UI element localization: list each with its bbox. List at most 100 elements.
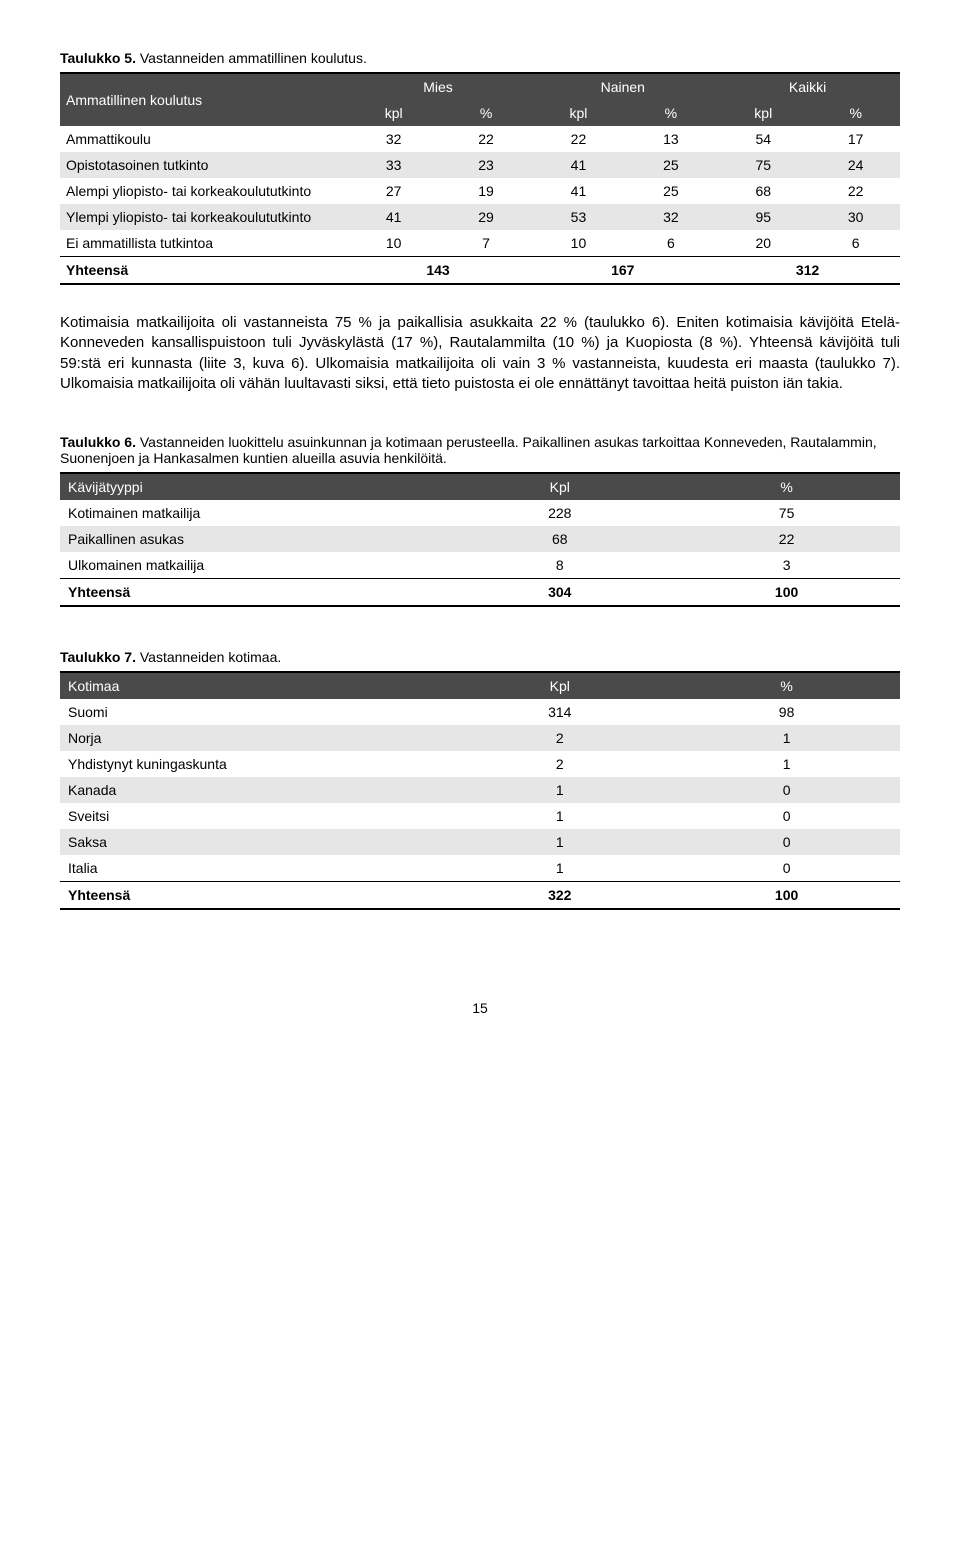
- t5-r3-v1: 29: [442, 204, 531, 230]
- t7-r3-v0: 1: [446, 777, 673, 803]
- t5-r0-v1: 22: [442, 126, 531, 152]
- t6-r0-v1: 75: [673, 500, 900, 526]
- t7-r5-v1: 0: [673, 829, 900, 855]
- t6-h2: %: [673, 473, 900, 500]
- table-row: Kanada 1 0: [60, 777, 900, 803]
- t7-r1-v0: 2: [446, 725, 673, 751]
- t5-total-2: 312: [715, 257, 900, 285]
- table-row: Ylempi yliopisto- tai korkeakoulututkint…: [60, 204, 900, 230]
- t5-r2-label: Alempi yliopisto- tai korkeakoulututkint…: [60, 178, 346, 204]
- t6-h0: Kävijätyyppi: [60, 473, 446, 500]
- t5-r3-v3: 32: [627, 204, 716, 230]
- t7-r3-label: Kanada: [60, 777, 446, 803]
- t5-r1-label: Opistotasoinen tutkinto: [60, 152, 346, 178]
- t5-r2-v4: 68: [715, 178, 811, 204]
- t7-r5-label: Saksa: [60, 829, 446, 855]
- table6-caption-rest: Vastanneiden luokittelu asuinkunnan ja k…: [60, 434, 877, 466]
- t5-r3-v5: 30: [811, 204, 900, 230]
- t5-r1-v0: 33: [346, 152, 442, 178]
- t5-h-c0: Ammatillinen koulutus: [60, 73, 346, 126]
- t5-r4-v3: 6: [627, 230, 716, 257]
- t5-r1-v3: 25: [627, 152, 716, 178]
- table6-caption: Taulukko 6. Vastanneiden luokittelu asui…: [60, 434, 900, 466]
- t5-r0-v5: 17: [811, 126, 900, 152]
- table-row: Suomi 314 98: [60, 699, 900, 725]
- table5: Ammatillinen koulutus Mies Nainen Kaikki…: [60, 72, 900, 285]
- t7-r2-v1: 1: [673, 751, 900, 777]
- t7-h1: Kpl: [446, 672, 673, 699]
- t5-r1-v2: 41: [530, 152, 626, 178]
- t5-r0-v3: 13: [627, 126, 716, 152]
- t5-h2-6: %: [811, 100, 900, 126]
- table7-caption-rest: Vastanneiden kotimaa.: [136, 649, 281, 665]
- t7-r2-v0: 2: [446, 751, 673, 777]
- table5-caption-rest: Vastanneiden ammatillinen koulutus.: [136, 50, 367, 66]
- t5-r3-v0: 41: [346, 204, 442, 230]
- table-row: Italia 1 0: [60, 855, 900, 882]
- t5-h-mies: Mies: [346, 73, 531, 100]
- table-row: Paikallinen asukas 68 22: [60, 526, 900, 552]
- t7-r1-label: Norja: [60, 725, 446, 751]
- t5-r1-v1: 23: [442, 152, 531, 178]
- t7-r5-v0: 1: [446, 829, 673, 855]
- table-row: Opistotasoinen tutkinto 33 23 41 25 75 2…: [60, 152, 900, 178]
- t5-r4-v4: 20: [715, 230, 811, 257]
- t7-r0-v0: 314: [446, 699, 673, 725]
- table-row: Alempi yliopisto- tai korkeakoulututkint…: [60, 178, 900, 204]
- table-row: Ulkomainen matkailija 8 3: [60, 552, 900, 579]
- table7-caption-bold: Taulukko 7.: [60, 649, 136, 665]
- t6-r2-v0: 8: [446, 552, 673, 579]
- t6-r1-v1: 22: [673, 526, 900, 552]
- t5-r1-v4: 75: [715, 152, 811, 178]
- t7-r0-label: Suomi: [60, 699, 446, 725]
- t5-r2-v5: 22: [811, 178, 900, 204]
- t6-r2-v1: 3: [673, 552, 900, 579]
- table-row: Ei ammatillista tutkintoa 10 7 10 6 20 6: [60, 230, 900, 257]
- t6-r1-label: Paikallinen asukas: [60, 526, 446, 552]
- t6-total-0: 304: [446, 579, 673, 607]
- t7-h0: Kotimaa: [60, 672, 446, 699]
- t5-h2-3: kpl: [530, 100, 626, 126]
- t5-r4-v2: 10: [530, 230, 626, 257]
- t5-total-row: Yhteensä 143 167 312: [60, 257, 900, 285]
- t5-r2-v1: 19: [442, 178, 531, 204]
- t5-r2-v3: 25: [627, 178, 716, 204]
- t7-total-0: 322: [446, 882, 673, 910]
- t7-r2-label: Yhdistynyt kuningaskunta: [60, 751, 446, 777]
- t6-r2-label: Ulkomainen matkailija: [60, 552, 446, 579]
- t6-r0-v0: 228: [446, 500, 673, 526]
- t5-total-0: 143: [346, 257, 531, 285]
- table6: Kävijätyyppi Kpl % Kotimainen matkailija…: [60, 472, 900, 607]
- table-row: Kotimainen matkailija 228 75: [60, 500, 900, 526]
- t7-r4-v1: 0: [673, 803, 900, 829]
- t5-total-1: 167: [530, 257, 715, 285]
- t7-total-label: Yhteensä: [60, 882, 446, 910]
- t7-r3-v1: 0: [673, 777, 900, 803]
- t5-h2-1: kpl: [346, 100, 442, 126]
- t5-r4-label: Ei ammatillista tutkintoa: [60, 230, 346, 257]
- t6-h1: Kpl: [446, 473, 673, 500]
- t5-r3-v2: 53: [530, 204, 626, 230]
- t6-r1-v0: 68: [446, 526, 673, 552]
- t5-r0-v2: 22: [530, 126, 626, 152]
- t5-r4-v5: 6: [811, 230, 900, 257]
- t7-r4-v0: 1: [446, 803, 673, 829]
- table-row: Sveitsi 1 0: [60, 803, 900, 829]
- table6-caption-bold: Taulukko 6.: [60, 434, 136, 450]
- body-paragraph: Kotimaisia matkailijoita oli vastanneist…: [60, 313, 900, 394]
- t5-h2-5: kpl: [715, 100, 811, 126]
- t7-r4-label: Sveitsi: [60, 803, 446, 829]
- table5-caption: Taulukko 5. Vastanneiden ammatillinen ko…: [60, 50, 900, 66]
- t6-r0-label: Kotimainen matkailija: [60, 500, 446, 526]
- t6-total-1: 100: [673, 579, 900, 607]
- t5-h-nainen: Nainen: [530, 73, 715, 100]
- t7-r0-v1: 98: [673, 699, 900, 725]
- table7: Kotimaa Kpl % Suomi 314 98 Norja 2 1 Yhd…: [60, 671, 900, 910]
- table7-caption: Taulukko 7. Vastanneiden kotimaa.: [60, 649, 900, 665]
- t5-r0-v0: 32: [346, 126, 442, 152]
- t7-r1-v1: 1: [673, 725, 900, 751]
- table-row: Norja 2 1: [60, 725, 900, 751]
- t5-r0-v4: 54: [715, 126, 811, 152]
- t5-r3-v4: 95: [715, 204, 811, 230]
- table-row: Saksa 1 0: [60, 829, 900, 855]
